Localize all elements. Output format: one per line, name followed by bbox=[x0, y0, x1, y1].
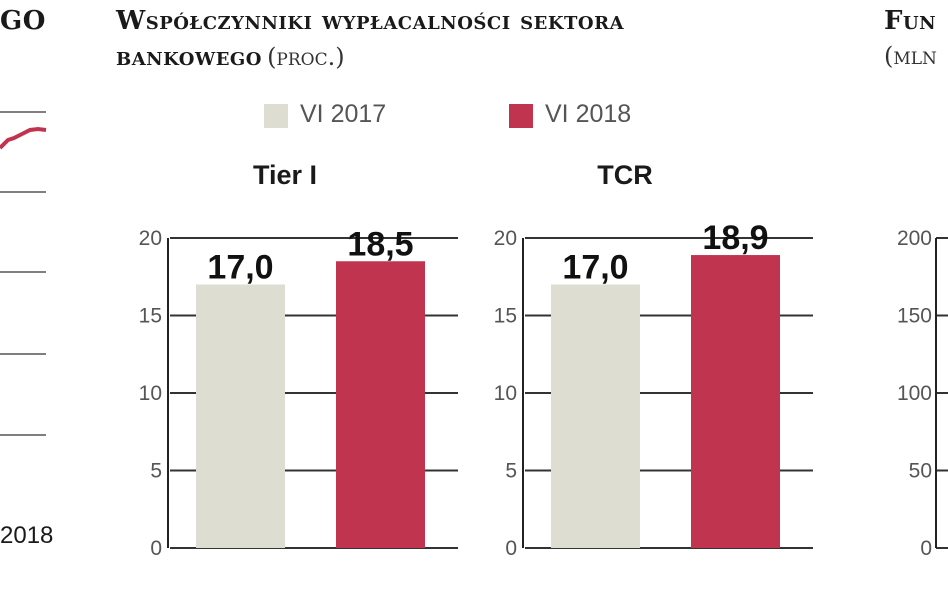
right-chart-title-fragment: Fun bbox=[884, 6, 937, 36]
y-tick-label: 20 bbox=[494, 227, 517, 250]
bar-vi-2017 bbox=[551, 284, 640, 548]
panel-title-tier1: Tier I bbox=[252, 160, 318, 190]
y-tick-label: 20 bbox=[139, 227, 162, 250]
chart-title-unit: (proc.) bbox=[267, 43, 345, 71]
left-chart-title-fragment: GO bbox=[0, 6, 46, 36]
bar-vi-2018 bbox=[691, 255, 780, 549]
y-tick-label: 15 bbox=[494, 305, 517, 328]
left-chart-fragment bbox=[0, 111, 47, 436]
y-tick-label: 0 bbox=[150, 537, 162, 560]
legend-label-vi2018: VI 2018 bbox=[545, 100, 632, 128]
y-tick-label: 5 bbox=[150, 460, 162, 483]
y-tick-label: 5 bbox=[505, 460, 517, 483]
right-y-tick-label: 50 bbox=[909, 460, 932, 483]
left-year-label: 2018 bbox=[0, 522, 54, 549]
bar-value-label: 17,0 bbox=[562, 249, 628, 287]
right-chart-fragment: 200 150 100 50 0 bbox=[897, 227, 948, 560]
y-tick-label: 10 bbox=[494, 382, 517, 405]
left-series-line bbox=[0, 126, 47, 150]
chart-title-line1: Współczynniki wypłacalności sektora bbox=[116, 6, 625, 36]
legend-swatch-vi2017 bbox=[264, 104, 288, 128]
bar-chart-tcr: 0 5 10 15 20 17,0 18,9 bbox=[494, 219, 813, 560]
bar-value-label: 17,0 bbox=[207, 249, 273, 287]
right-y-tick-label: 100 bbox=[897, 382, 932, 405]
chart-title-bold: bankowego bbox=[116, 42, 262, 72]
right-y-tick-label: 0 bbox=[920, 537, 932, 560]
bar-vi-2017 bbox=[196, 284, 285, 548]
bar-vi-2018 bbox=[336, 261, 425, 548]
right-y-tick-label: 200 bbox=[897, 227, 932, 250]
panel-title-tcr: TCR bbox=[597, 160, 653, 190]
y-tick-label: 0 bbox=[505, 537, 517, 560]
bar-value-label: 18,9 bbox=[702, 219, 768, 257]
y-tick-label: 15 bbox=[139, 305, 162, 328]
bar-chart-tier1: 0 5 10 15 20 17,0 18,5 bbox=[139, 225, 458, 560]
chart-title-line2: bankowego (proc.) bbox=[116, 42, 345, 72]
right-chart-subtitle-fragment: (mln bbox=[884, 42, 937, 70]
right-y-tick-label: 150 bbox=[897, 305, 932, 328]
y-tick-label: 10 bbox=[139, 382, 162, 405]
bar-value-label: 18,5 bbox=[347, 225, 413, 263]
legend-swatch-vi2018 bbox=[509, 104, 533, 128]
legend-label-vi2017: VI 2017 bbox=[300, 100, 387, 128]
